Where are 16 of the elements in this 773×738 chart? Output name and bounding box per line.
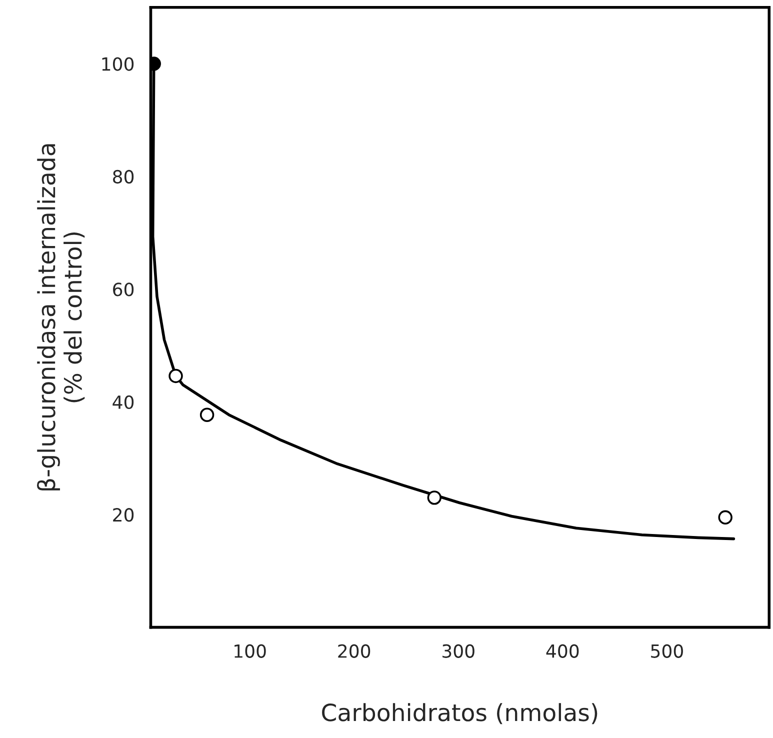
x-tick-label: 100 xyxy=(234,644,266,658)
point xyxy=(200,408,214,422)
x-tick-label: 300 xyxy=(442,644,474,658)
y-tick-label: 60 xyxy=(113,282,134,296)
x-axis-title: Carbohidratos (nmolas) xyxy=(322,703,598,724)
y-axis-title: β-glucuronidasa internalizada (% del control) xyxy=(36,144,85,490)
x-tick-label: 200 xyxy=(338,644,370,658)
point xyxy=(718,510,732,525)
point xyxy=(168,368,183,384)
x-tick-label: 400 xyxy=(546,644,579,658)
y-tick-label: 20 xyxy=(113,508,134,522)
y-tick-label: 40 xyxy=(112,395,134,409)
point xyxy=(427,490,442,505)
x-tick-label: 500 xyxy=(651,644,683,658)
y-tick-label: 80 xyxy=(113,170,134,184)
y-tick-label: 100 xyxy=(102,57,134,71)
